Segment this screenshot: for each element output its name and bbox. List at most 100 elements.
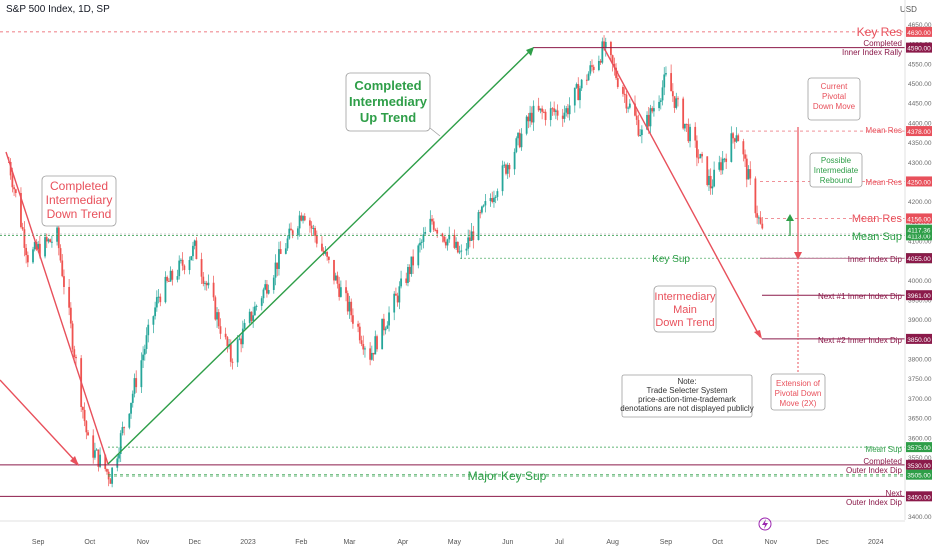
- candle-body: [178, 260, 181, 277]
- price-tag-bg: [906, 230, 932, 241]
- candle-body: [482, 205, 485, 207]
- y-tick-label: 3700.00: [908, 396, 932, 403]
- candle-body: [298, 215, 301, 229]
- candle-body: [130, 402, 132, 414]
- candle-body: [152, 316, 155, 325]
- candle-body: [346, 293, 349, 312]
- candle-body: [405, 278, 408, 283]
- candle-body: [123, 427, 126, 429]
- candle-body: [628, 103, 631, 108]
- candle-body: [615, 67, 617, 79]
- candle-body: [352, 315, 354, 324]
- candle-body: [267, 289, 270, 294]
- candle-body: [121, 427, 124, 434]
- candle-body: [665, 73, 667, 75]
- candle-body: [176, 276, 179, 280]
- candle-body: [38, 243, 41, 257]
- candle-body: [9, 161, 12, 176]
- candle-body: [554, 110, 557, 112]
- candle-body: [250, 311, 253, 321]
- price-tag-bg: [906, 333, 932, 344]
- candle-body: [759, 217, 762, 224]
- candle-body: [61, 260, 64, 277]
- candle-body: [639, 135, 642, 137]
- candle-body: [107, 471, 110, 480]
- candle-body: [350, 301, 353, 316]
- price-tag-bg: [906, 213, 932, 224]
- main-down-trend-line: [603, 47, 761, 338]
- price-tag-bg: [906, 442, 932, 453]
- candle-body: [637, 119, 640, 136]
- candle-body: [157, 296, 160, 298]
- price-tag-bg: [906, 469, 932, 480]
- candle-body: [217, 312, 220, 327]
- pivotal-down-arrow: [794, 252, 802, 260]
- candle-body: [192, 245, 194, 257]
- candle-body: [279, 249, 282, 254]
- candle-body: [315, 235, 318, 244]
- x-tick-label: Mar: [343, 539, 356, 546]
- candle-body: [744, 154, 746, 159]
- x-tick-label: Nov: [765, 539, 778, 546]
- candle-body: [453, 234, 456, 248]
- candle-body: [647, 114, 650, 127]
- candle-body: [369, 348, 372, 360]
- candle-body: [634, 103, 636, 116]
- y-tick-label: 4100.00: [908, 238, 932, 245]
- label-inner-index-dip: Inner Index Dip: [848, 255, 903, 264]
- price-tag-label: 3850.00: [907, 337, 931, 344]
- price-tag-label: 4378.00: [907, 129, 931, 136]
- y-tick-label: 4000.00: [908, 278, 932, 285]
- price-tag-bg: [906, 26, 932, 37]
- candle-body: [133, 378, 136, 394]
- candle-body: [694, 126, 697, 141]
- candle-body: [145, 335, 148, 349]
- y-tick-label: 4300.00: [908, 160, 932, 167]
- candle-body: [73, 349, 76, 357]
- candle-body: [408, 266, 411, 275]
- price-tag-label: 4630.00: [907, 30, 931, 37]
- candle-body: [745, 158, 748, 180]
- candle-body: [537, 105, 540, 111]
- price-tag-label: 3450.00: [907, 494, 931, 501]
- note-line1: Note:: [677, 377, 696, 386]
- candle-body: [544, 111, 547, 121]
- callout-up-trend-line1: Completed: [354, 78, 421, 93]
- candle-body: [567, 108, 569, 115]
- candle-body: [561, 115, 564, 119]
- candle-body: [216, 312, 218, 320]
- label-next2: Next #2 Inner Index Dip: [818, 336, 903, 345]
- candle-body: [260, 298, 263, 306]
- candle-body: [266, 284, 268, 294]
- price-tag-bg: [906, 459, 932, 470]
- candle-body: [577, 84, 580, 101]
- candle-body: [212, 282, 215, 298]
- candle-body: [431, 218, 433, 222]
- candle-body: [689, 126, 691, 142]
- y-tick-label: 3600.00: [908, 435, 932, 442]
- candle-body: [723, 158, 726, 160]
- candle-body: [587, 73, 590, 81]
- candle-body: [575, 84, 578, 88]
- down-trend-line-2: [0, 379, 79, 465]
- x-tick-label: 2023: [240, 539, 256, 546]
- down-trend-arrow: [70, 456, 79, 466]
- candle-body: [503, 164, 506, 166]
- candle-body: [506, 164, 509, 174]
- y-tick-label: 4450.00: [908, 101, 932, 108]
- label-major-key-sup: Major Key Sup: [468, 469, 547, 483]
- candle-body: [525, 116, 528, 134]
- candle-body: [21, 227, 24, 230]
- candle-body: [338, 283, 341, 297]
- candle-body: [106, 469, 108, 472]
- price-tag-label: 3575.00: [907, 445, 931, 452]
- candle-body: [296, 228, 299, 236]
- callout-up-trend-line2: Intermediary: [349, 94, 428, 109]
- candle-body: [441, 233, 444, 237]
- note-line2: Trade Selecter System: [646, 386, 727, 395]
- candle-body: [398, 286, 401, 303]
- candle-body: [623, 93, 626, 95]
- candle-body: [278, 249, 280, 269]
- y-tick-label: 3750.00: [908, 376, 932, 383]
